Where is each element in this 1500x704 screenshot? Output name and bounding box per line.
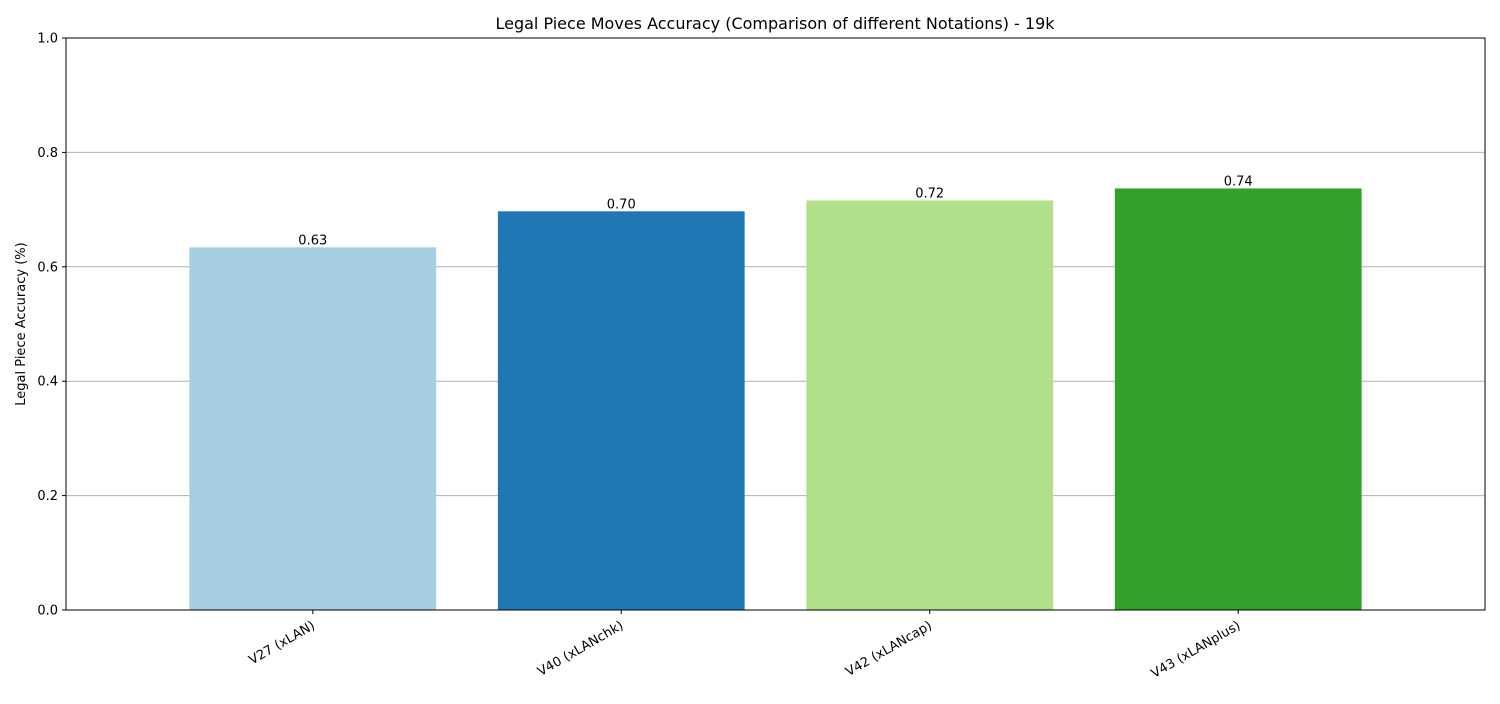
y-axis: 0.0 0.2 0.4 0.6 0.8 1.0 bbox=[37, 32, 66, 619]
bars bbox=[189, 188, 1362, 611]
data-label: 0.70 bbox=[607, 197, 636, 212]
y-tick-label: 0.6 bbox=[37, 260, 58, 275]
y-tick-label: 1.0 bbox=[37, 32, 58, 47]
y-axis-label: Legal Piece Accuracy (%) bbox=[14, 242, 29, 405]
y-tick-label: 0.4 bbox=[37, 375, 58, 390]
x-tick-label: V40 (xLANchk) bbox=[535, 618, 626, 679]
bar bbox=[189, 247, 437, 611]
x-tick-label: V43 (xLANplus) bbox=[1149, 618, 1243, 681]
bar bbox=[1114, 188, 1362, 610]
data-label: 0.72 bbox=[915, 186, 944, 201]
bar bbox=[497, 211, 745, 611]
data-label: 0.63 bbox=[298, 233, 327, 248]
chart-title: Legal Piece Moves Accuracy (Comparison o… bbox=[495, 14, 1055, 33]
data-label: 0.74 bbox=[1224, 174, 1253, 189]
x-tick-label: V42 (xLANcap) bbox=[843, 618, 934, 679]
y-tick-label: 0.2 bbox=[37, 489, 58, 504]
plot-frame bbox=[65, 37, 1486, 611]
x-tick-label: V27 (xLAN) bbox=[247, 618, 318, 668]
y-tick-label: 0.0 bbox=[37, 604, 58, 619]
bar bbox=[806, 200, 1054, 610]
y-tick-label: 0.8 bbox=[37, 146, 58, 161]
data-labels: 0.63 0.70 0.72 0.74 bbox=[298, 174, 1252, 248]
x-axis: V27 (xLAN) V40 (xLANchk) V42 (xLANcap) V43 … bbox=[247, 610, 1243, 682]
